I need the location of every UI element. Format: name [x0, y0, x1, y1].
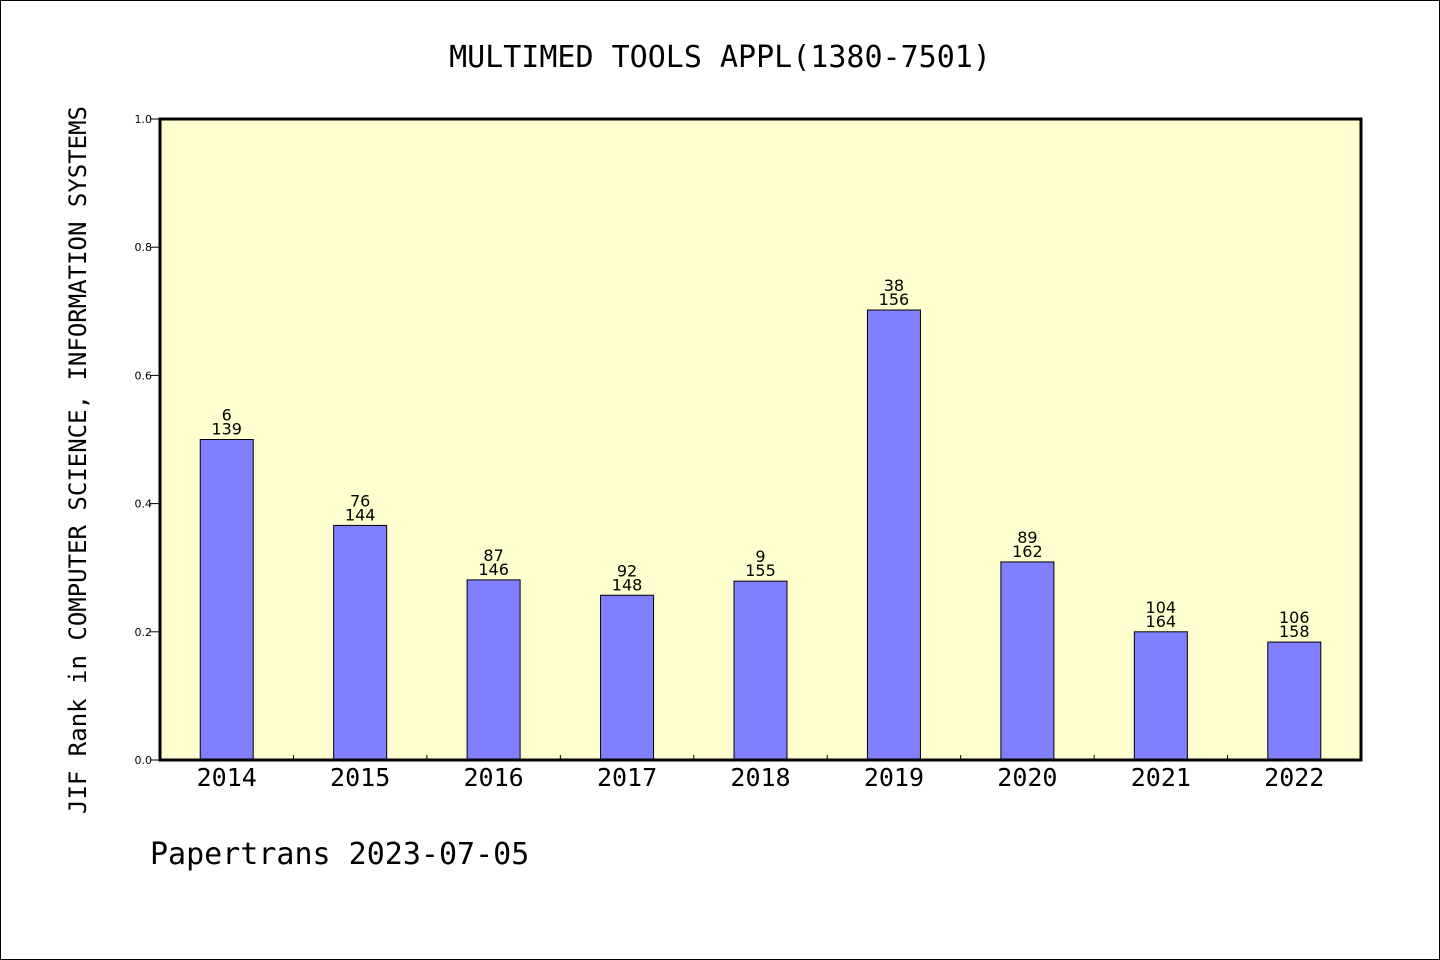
bar-2015: [333, 524, 388, 761]
total-label-2016: 146: [478, 560, 509, 579]
bar-2019: [866, 309, 921, 761]
total-label-2017: 148: [612, 575, 643, 594]
x-tick-label-2020: 2020: [997, 763, 1057, 792]
bar-2014: [199, 439, 254, 761]
x-axis: 2014 2015 2016 2017 2018 2019 2020 2021 2022: [197, 755, 1324, 792]
bar-2016: [466, 579, 521, 761]
y-tick-label: 0.2: [135, 626, 153, 639]
plot-border: [158, 117, 1363, 762]
bar-2021: [1133, 631, 1188, 761]
total-label-2022: 158: [1279, 622, 1310, 641]
chart-title: MULTIMED TOOLS APPL(1380-7501): [449, 40, 991, 75]
x-tick-label-2015: 2015: [330, 763, 390, 792]
y-tick-label: 0.0: [135, 754, 153, 767]
rank-label-2016: 87: [483, 546, 503, 565]
bars-layer: [199, 309, 1322, 761]
bar-2022: [1267, 641, 1322, 761]
footer-text: Papertrans 2023-07-05: [150, 837, 529, 872]
total-label-2020: 162: [1012, 542, 1043, 561]
rank-label-2018: 9: [755, 547, 765, 566]
total-label-2014: 139: [211, 420, 242, 439]
rank-label-2021: 104: [1146, 598, 1177, 617]
rank-label-2020: 89: [1017, 528, 1037, 547]
total-label-2015: 144: [345, 505, 376, 524]
y-tick-label: 0.8: [135, 241, 153, 254]
total-label-2019: 156: [879, 290, 910, 309]
y-tick-label: 1.0: [135, 113, 153, 126]
x-tick-label-2017: 2017: [597, 763, 657, 792]
rank-label-2019: 38: [884, 276, 904, 295]
bar-2018: [733, 580, 788, 761]
rank-label-2015: 76: [350, 491, 370, 510]
x-tick-label-2022: 2022: [1264, 763, 1324, 792]
rank-label-2022: 106: [1279, 608, 1310, 627]
rank-label-2017: 92: [617, 561, 637, 580]
bar-2020: [1000, 561, 1055, 761]
y-axis-label: JIF Rank in COMPUTER SCIENCE, INFORMATIO…: [64, 106, 92, 814]
x-tick-label-2021: 2021: [1131, 763, 1191, 792]
y-axis: 0.0 0.2 0.4 0.6 0.8 1.0: [135, 113, 160, 767]
total-label-2021: 164: [1146, 612, 1177, 631]
y-tick-label: 0.6: [135, 369, 153, 382]
y-tick-label: 0.4: [135, 498, 153, 511]
x-tick-label-2018: 2018: [730, 763, 790, 792]
x-tick-label-2016: 2016: [464, 763, 524, 792]
x-tick-label-2019: 2019: [864, 763, 924, 792]
rank-label-2014: 6: [222, 406, 232, 425]
x-tick-label-2014: 2014: [197, 763, 257, 792]
total-label-2018: 155: [745, 561, 776, 580]
bar-2017: [600, 594, 655, 761]
